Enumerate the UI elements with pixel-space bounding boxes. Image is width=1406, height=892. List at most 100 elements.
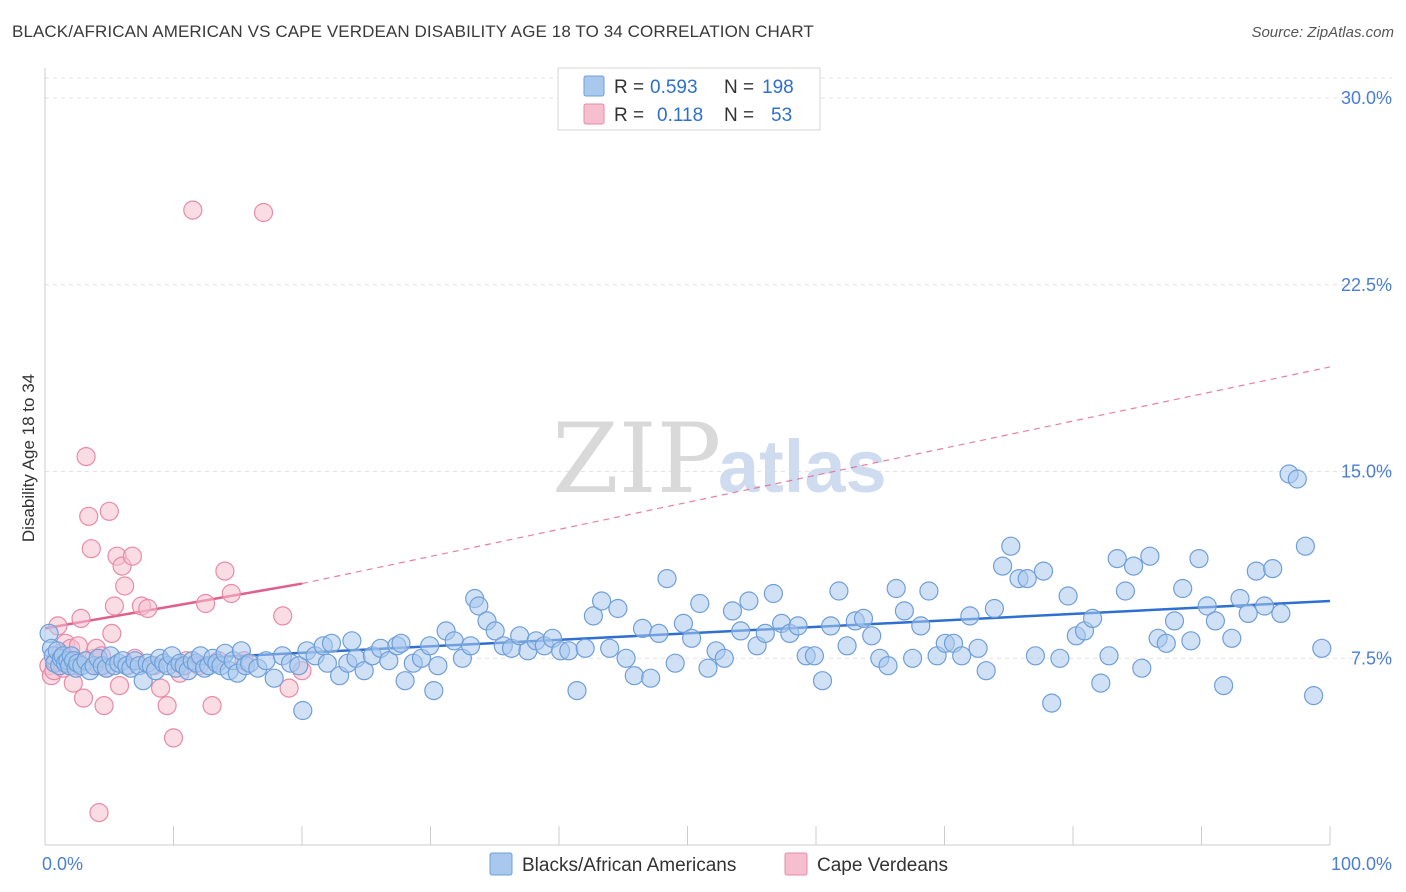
point-blacks-african-americans [894,601,915,621]
point-blacks-african-americans [804,646,825,666]
point-blacks-african-americans [1197,596,1217,616]
point-blacks-african-americans [1050,648,1070,668]
point-blacks-african-americans [420,636,440,656]
point-blacks-african-americans [575,638,595,658]
point-cape-verdeans [215,561,235,581]
point-blacks-african-americans [1033,561,1054,581]
point-blacks-african-americans [731,621,751,641]
legend-n-label: N = [724,105,754,126]
point-blacks-african-americans [1164,611,1185,631]
point-cape-verdeans [94,695,114,716]
point-blacks-african-americans [289,656,309,676]
point-blacks-african-americans [469,596,489,616]
point-blacks-african-americans [649,623,669,644]
point-blacks-african-americans [1246,561,1266,581]
point-blacks-african-americans [624,666,644,686]
point-blacks-african-americans [428,656,448,676]
point-blacks-african-americans [1303,685,1324,706]
point-blacks-african-americans [444,631,464,651]
point-blacks-african-americans [1132,658,1152,678]
point-blacks-african-americans [1017,568,1037,589]
legend-r-value: 0.593 [650,77,698,98]
point-blacks-african-americans [485,621,505,641]
point-blacks-african-americans [1140,546,1160,566]
point-cape-verdeans [71,608,91,629]
point-blacks-african-americans [755,623,775,644]
point-cape-verdeans [138,598,158,619]
point-blacks-african-americans [1173,578,1193,599]
point-cape-verdeans [279,678,299,698]
legend-swatch-blue [583,75,605,97]
point-blacks-african-americans [763,583,784,604]
point-blacks-african-americans [665,653,685,673]
point-cape-verdeans [202,695,222,716]
point-blacks-african-americans [1058,586,1078,606]
point-blacks-african-americans [739,591,759,611]
point-blacks-african-americans [1271,603,1291,624]
point-blacks-african-americans [616,648,636,668]
point-blacks-african-americans [1287,469,1307,489]
point-blacks-african-americans [1213,675,1234,696]
point-cape-verdeans [221,583,241,604]
point-blacks-african-americans [968,638,988,658]
point-blacks-african-americans [681,628,702,648]
point-blacks-african-americans [293,700,313,721]
point-cape-verdeans [76,447,96,467]
point-blacks-african-americans [976,661,996,681]
point-blacks-african-americans [424,680,444,701]
point-blacks-african-americans [1001,536,1021,556]
y-tick-label: 15.0% [1341,462,1392,482]
point-blacks-african-americans [1222,628,1242,648]
point-blacks-african-americans [317,653,337,673]
point-blacks-african-americans [829,581,849,601]
point-blacks-african-americans [321,633,342,653]
point-blacks-african-americans [559,641,579,661]
point-blacks-african-americans [698,658,718,678]
point-cape-verdeans [81,539,101,559]
point-blacks-african-americans [264,668,284,688]
point-blacks-african-americans [878,656,898,676]
point-blacks-african-americans [395,671,415,691]
point-blacks-african-americans [591,591,612,611]
point-cape-verdeans [99,501,119,521]
point-blacks-african-americans [641,668,661,688]
point-blacks-african-americans [1312,638,1332,658]
axes-layer [44,68,1331,846]
correlation-legend: R = 0.593 N = 198 R = 0.118 N = 53 [557,67,821,131]
x-tick-label: 100.0% [1331,854,1392,874]
point-cape-verdeans [79,506,99,526]
point-blacks-african-americans [354,661,374,681]
point-blacks-african-americans [673,613,694,634]
watermark-zip: ZIP [552,403,721,515]
point-blacks-african-americans [1189,548,1209,569]
point-blacks-african-americans [1115,581,1136,601]
y-tick-labels: 7.5% 15.0% 22.5% 30.0% [1341,88,1392,668]
point-blacks-african-americans [567,680,587,701]
points-layer [39,200,1332,823]
point-blacks-african-americans [952,646,972,666]
point-cape-verdeans [73,688,94,708]
point-blacks-african-americans [391,633,411,653]
legend-swatch-pink [583,103,605,125]
point-blacks-african-americans [992,556,1013,576]
series-legend-label: Blacks/African Americans [522,855,736,876]
point-blacks-african-americans [812,671,833,691]
watermark-atlas: atlas [718,425,887,508]
point-blacks-african-americans [1025,646,1046,666]
point-blacks-african-americans [1205,611,1226,631]
y-tick-label: 30.0% [1341,88,1392,108]
y-tick-label: 22.5% [1341,275,1392,295]
legend-n-label: N = [724,77,754,98]
point-blacks-african-americans [1107,548,1127,569]
point-blacks-african-americans [1091,673,1111,693]
point-blacks-african-americans [837,636,857,656]
point-blacks-african-americans [902,648,923,668]
legend-n-value: 198 [762,77,794,98]
point-cape-verdeans [273,606,293,626]
legend-n-value: 53 [771,105,792,126]
source-label: Source: ZipAtlas.com [1251,24,1394,41]
point-cape-verdeans [183,200,203,220]
point-blacks-african-americans [1295,536,1316,556]
point-blacks-african-americans [583,606,604,626]
